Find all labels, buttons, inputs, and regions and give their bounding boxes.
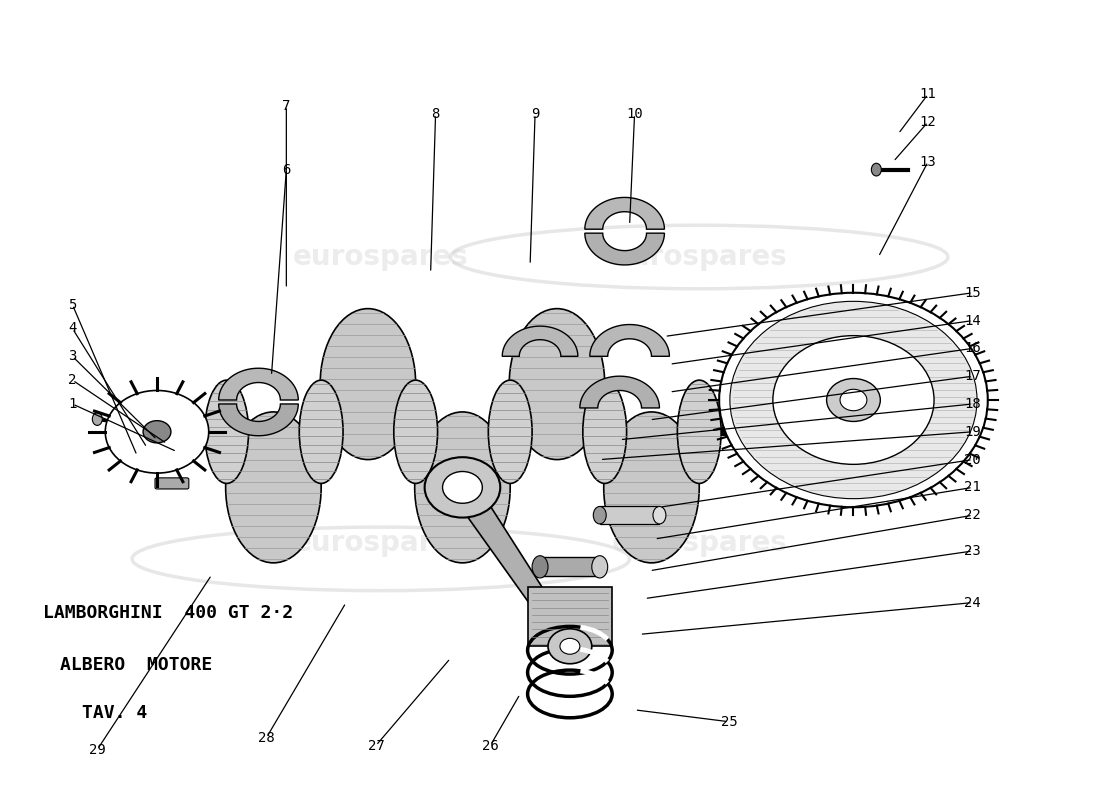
Text: 12: 12 bbox=[920, 115, 936, 129]
Ellipse shape bbox=[583, 380, 627, 483]
Circle shape bbox=[143, 421, 170, 443]
Circle shape bbox=[560, 638, 580, 654]
Text: eurospares: eurospares bbox=[293, 243, 469, 271]
Ellipse shape bbox=[532, 556, 548, 578]
Text: 4: 4 bbox=[68, 322, 77, 335]
Circle shape bbox=[548, 629, 592, 664]
Text: 6: 6 bbox=[283, 162, 290, 177]
Text: 24: 24 bbox=[965, 595, 981, 610]
Text: 1: 1 bbox=[68, 397, 77, 411]
Ellipse shape bbox=[604, 412, 700, 563]
Ellipse shape bbox=[299, 380, 343, 483]
Ellipse shape bbox=[509, 309, 605, 459]
FancyBboxPatch shape bbox=[540, 558, 600, 576]
Ellipse shape bbox=[871, 163, 881, 176]
Text: 13: 13 bbox=[920, 154, 936, 169]
Text: 17: 17 bbox=[965, 369, 981, 383]
Polygon shape bbox=[590, 325, 670, 356]
Polygon shape bbox=[503, 326, 578, 356]
Circle shape bbox=[840, 390, 867, 410]
Text: ALBERO  MOTORE: ALBERO MOTORE bbox=[60, 656, 212, 674]
FancyBboxPatch shape bbox=[155, 478, 189, 489]
Text: 16: 16 bbox=[965, 342, 981, 355]
Text: eurospares: eurospares bbox=[612, 529, 788, 557]
Text: 10: 10 bbox=[626, 107, 642, 121]
Ellipse shape bbox=[592, 556, 607, 578]
Text: 19: 19 bbox=[965, 425, 981, 438]
Text: 23: 23 bbox=[965, 544, 981, 558]
Circle shape bbox=[719, 293, 988, 507]
Text: eurospares: eurospares bbox=[612, 243, 788, 271]
Text: 7: 7 bbox=[283, 99, 290, 113]
Polygon shape bbox=[585, 198, 664, 229]
Text: TAV. 4: TAV. 4 bbox=[82, 704, 147, 722]
Text: 20: 20 bbox=[965, 453, 981, 466]
Text: 25: 25 bbox=[720, 714, 737, 729]
Text: 21: 21 bbox=[965, 480, 981, 494]
Text: 9: 9 bbox=[531, 107, 539, 121]
Polygon shape bbox=[447, 487, 580, 646]
Text: 15: 15 bbox=[965, 286, 981, 300]
Text: 28: 28 bbox=[258, 730, 275, 745]
Text: 18: 18 bbox=[965, 397, 981, 411]
Text: 3: 3 bbox=[68, 350, 77, 363]
Text: 27: 27 bbox=[367, 738, 384, 753]
Ellipse shape bbox=[394, 380, 438, 483]
Circle shape bbox=[773, 336, 934, 464]
Circle shape bbox=[730, 302, 977, 498]
Polygon shape bbox=[219, 404, 298, 436]
Ellipse shape bbox=[415, 412, 510, 563]
Polygon shape bbox=[580, 376, 659, 408]
Polygon shape bbox=[585, 233, 664, 265]
Circle shape bbox=[826, 378, 880, 422]
Text: eurospares: eurospares bbox=[293, 529, 469, 557]
Ellipse shape bbox=[205, 380, 249, 483]
Text: 29: 29 bbox=[89, 742, 106, 757]
FancyBboxPatch shape bbox=[600, 506, 659, 524]
Text: 26: 26 bbox=[482, 738, 498, 753]
FancyBboxPatch shape bbox=[528, 586, 612, 646]
Ellipse shape bbox=[678, 380, 722, 483]
Text: 22: 22 bbox=[965, 508, 981, 522]
Ellipse shape bbox=[226, 412, 321, 563]
Circle shape bbox=[442, 471, 482, 503]
Ellipse shape bbox=[92, 413, 102, 426]
Circle shape bbox=[106, 390, 209, 473]
Text: 14: 14 bbox=[965, 314, 981, 327]
Text: LAMBORGHINI  400 GT 2·2: LAMBORGHINI 400 GT 2·2 bbox=[43, 605, 293, 622]
Ellipse shape bbox=[488, 380, 532, 483]
Text: 2: 2 bbox=[68, 373, 77, 387]
Ellipse shape bbox=[320, 309, 416, 459]
Text: 11: 11 bbox=[920, 87, 936, 101]
Polygon shape bbox=[219, 368, 298, 400]
Circle shape bbox=[425, 457, 500, 518]
Text: 5: 5 bbox=[68, 298, 77, 312]
Text: 8: 8 bbox=[431, 107, 440, 121]
Ellipse shape bbox=[653, 506, 666, 524]
Ellipse shape bbox=[593, 506, 606, 524]
